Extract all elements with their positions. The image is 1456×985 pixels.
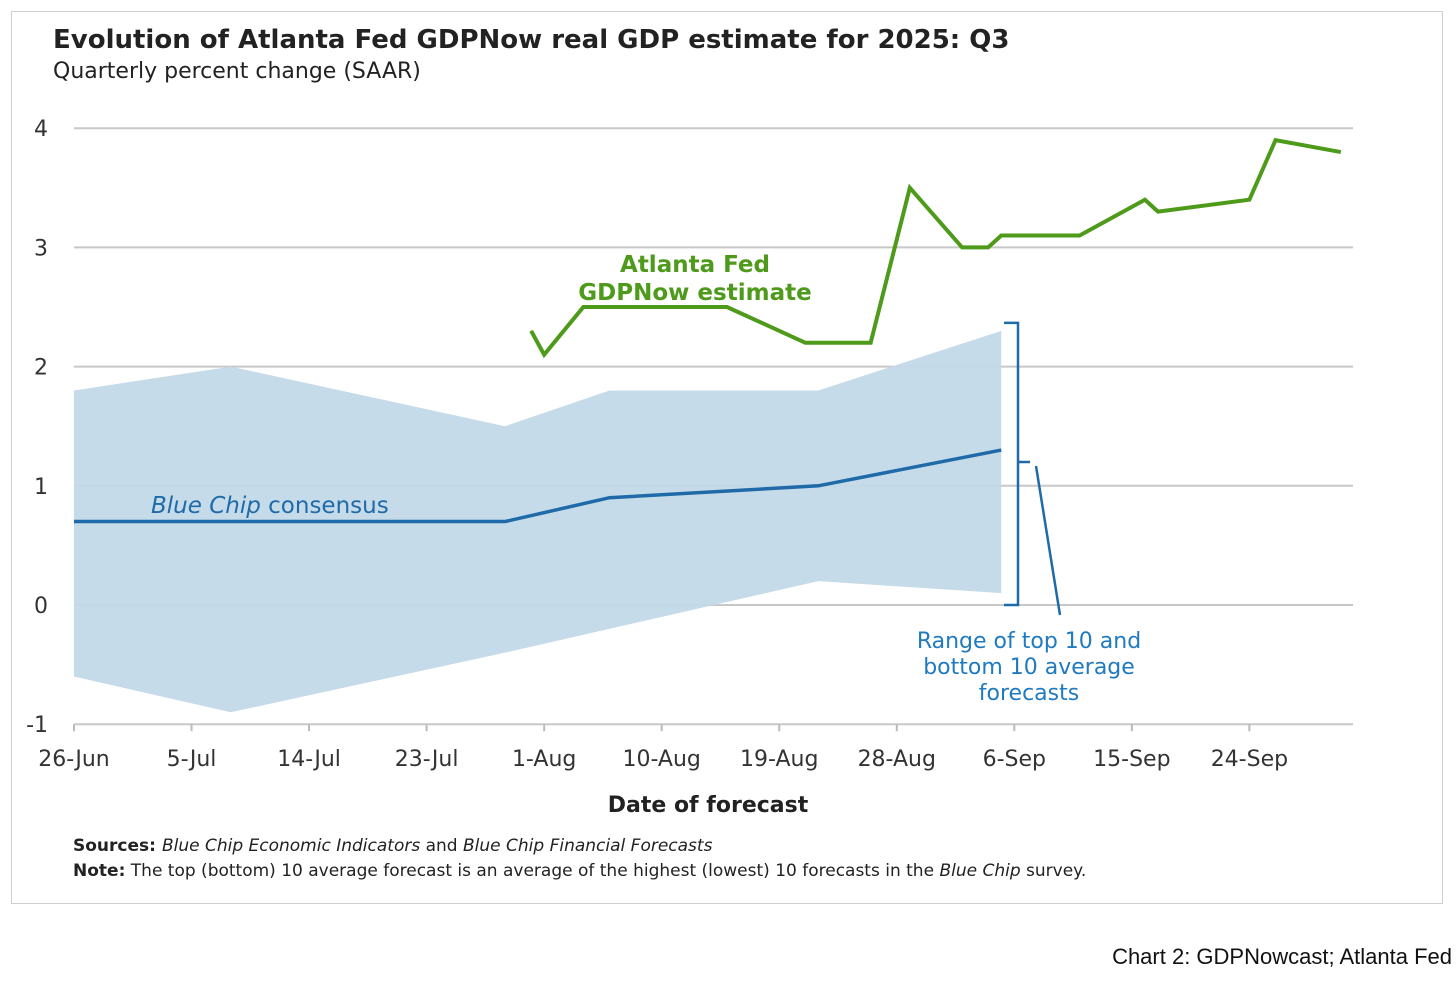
x-tick-label: 28-Aug — [858, 747, 936, 772]
chart-caption: Chart 2: GDPNowcast; Atlanta Fed — [1112, 944, 1452, 969]
y-tick-label: 4 — [34, 117, 48, 142]
y-tick-label: 3 — [34, 236, 48, 261]
x-tick-label: 1-Aug — [512, 747, 576, 772]
x-tick-label: 26-Jun — [38, 747, 110, 772]
range-label-line1: Range of top 10 and — [917, 629, 1141, 654]
consensus-label: Blue Chip consensus — [151, 493, 389, 519]
y-tick-label: 0 — [34, 594, 48, 619]
chart-frame — [11, 11, 1443, 904]
chart-subtitle: Quarterly percent change (SAAR) — [53, 59, 421, 84]
gdpnow-label-line1: Atlanta Fed — [620, 252, 770, 278]
bracket-pointer — [1034, 465, 1062, 616]
x-tick-label: 15-Sep — [1093, 747, 1170, 772]
sources-text: Sources: Blue Chip Economic Indicators an… — [73, 836, 713, 856]
bracket-line — [1004, 321, 1030, 607]
x-axis-label: Date of forecast — [608, 793, 809, 818]
y-tick-label: 2 — [34, 356, 48, 381]
x-tick-label: 14-Jul — [277, 747, 341, 772]
x-tick-label: 5-Jul — [167, 747, 217, 772]
range-label-line2: bottom 10 average — [923, 655, 1135, 680]
x-tick-label: 6-Sep — [983, 747, 1046, 772]
range-bracket — [1004, 321, 1062, 616]
x-tick-label: 10-Aug — [622, 747, 700, 772]
forecast-range-band — [74, 330, 1002, 713]
x-tick-label: 24-Sep — [1211, 747, 1288, 772]
note-text: Note: The top (bottom) 10 average foreca… — [73, 861, 1086, 881]
gdpnow-label-line2: GDPNow estimate — [578, 280, 811, 306]
y-tick-label: 1 — [34, 475, 48, 500]
x-tick-label: 23-Jul — [395, 747, 459, 772]
consensus-line — [74, 448, 1002, 524]
chart-title: Evolution of Atlanta Fed GDPNow real GDP… — [53, 25, 1009, 55]
x-tick-label: 19-Aug — [740, 747, 818, 772]
range-label-line3: forecasts — [979, 681, 1079, 706]
gdpnow-line — [529, 137, 1342, 359]
y-tick-label: -1 — [26, 713, 48, 738]
